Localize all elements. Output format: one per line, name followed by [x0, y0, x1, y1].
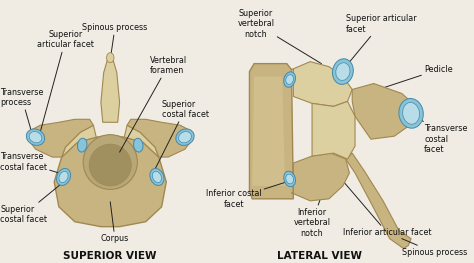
- Ellipse shape: [286, 75, 293, 84]
- Ellipse shape: [107, 53, 114, 63]
- Text: Transverse
process: Transverse process: [0, 88, 44, 139]
- Ellipse shape: [77, 138, 87, 152]
- Ellipse shape: [179, 132, 191, 143]
- Text: Spinous process: Spinous process: [82, 23, 147, 60]
- Text: Inferior
vertebral
notch: Inferior vertebral notch: [293, 169, 331, 237]
- Ellipse shape: [176, 129, 194, 145]
- Polygon shape: [101, 56, 119, 122]
- Polygon shape: [127, 119, 192, 157]
- Text: Superior
articular facet: Superior articular facet: [37, 30, 94, 132]
- Polygon shape: [352, 84, 415, 139]
- Ellipse shape: [332, 59, 353, 84]
- Text: Transverse
costal
facet: Transverse costal facet: [413, 113, 467, 154]
- Text: Vertebral
foramen: Vertebral foramen: [119, 56, 187, 152]
- Ellipse shape: [286, 174, 293, 184]
- Ellipse shape: [59, 171, 68, 183]
- Text: Superior
vertebral
notch: Superior vertebral notch: [237, 9, 321, 64]
- Polygon shape: [346, 153, 411, 249]
- Polygon shape: [124, 125, 159, 157]
- Ellipse shape: [29, 132, 42, 143]
- Text: LATERAL VIEW: LATERAL VIEW: [277, 251, 362, 261]
- Ellipse shape: [89, 144, 131, 186]
- Ellipse shape: [336, 63, 350, 80]
- Polygon shape: [62, 125, 96, 157]
- Polygon shape: [54, 135, 166, 227]
- Text: Inferior articular facet: Inferior articular facet: [343, 181, 431, 237]
- Ellipse shape: [56, 169, 71, 185]
- Ellipse shape: [152, 171, 162, 183]
- Ellipse shape: [27, 129, 45, 145]
- Text: Transverse
costal facet: Transverse costal facet: [0, 152, 65, 175]
- Ellipse shape: [284, 72, 295, 87]
- Ellipse shape: [402, 103, 419, 124]
- Polygon shape: [312, 102, 355, 159]
- Polygon shape: [292, 62, 352, 106]
- Ellipse shape: [134, 138, 143, 152]
- Text: SUPERIOR VIEW: SUPERIOR VIEW: [64, 251, 157, 261]
- Text: Pedicle: Pedicle: [366, 65, 453, 93]
- Polygon shape: [249, 64, 293, 199]
- Polygon shape: [292, 153, 349, 201]
- Text: Superior
costal facet: Superior costal facet: [0, 182, 64, 224]
- Text: Spinous process: Spinous process: [402, 239, 467, 257]
- Ellipse shape: [150, 169, 164, 185]
- Ellipse shape: [399, 98, 423, 128]
- Polygon shape: [252, 77, 285, 186]
- Ellipse shape: [83, 135, 137, 189]
- Text: Corpus: Corpus: [101, 202, 129, 243]
- Text: Inferior costal
facet: Inferior costal facet: [206, 181, 290, 209]
- Polygon shape: [28, 119, 93, 157]
- Text: Superior
costal facet: Superior costal facet: [155, 100, 209, 169]
- Text: Superior articular
facet: Superior articular facet: [346, 14, 416, 67]
- Ellipse shape: [284, 171, 295, 187]
